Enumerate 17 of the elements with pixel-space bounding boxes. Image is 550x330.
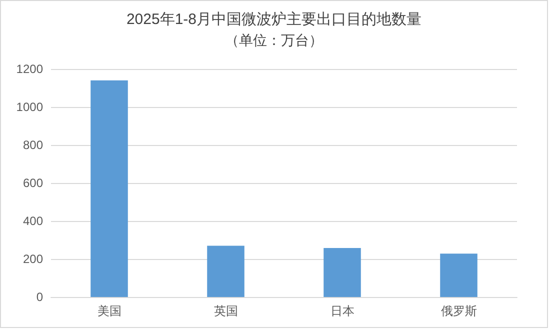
y-tick-label: 600 <box>22 176 44 190</box>
x-tick-label: 日本 <box>330 304 354 318</box>
chart-title: 2025年1-8月中国微波炉主要出口目的地数量 <box>126 11 422 28</box>
y-tick-label: 1000 <box>16 100 44 114</box>
y-tick-label: 0 <box>36 290 44 304</box>
y-tick-label: 400 <box>22 214 44 228</box>
bar <box>324 248 361 297</box>
x-tick-label: 英国 <box>214 304 238 318</box>
bar <box>90 80 128 297</box>
y-tick-label: 800 <box>22 138 44 152</box>
x-tick-label: 美国 <box>97 304 122 318</box>
y-tick-label: 200 <box>22 252 44 266</box>
y-tick-label: 1200 <box>16 62 44 76</box>
chart-subtitle: （单位：万台） <box>225 32 323 48</box>
bar <box>440 254 478 297</box>
x-tick-label: 俄罗斯 <box>440 304 477 318</box>
bar <box>207 246 244 297</box>
